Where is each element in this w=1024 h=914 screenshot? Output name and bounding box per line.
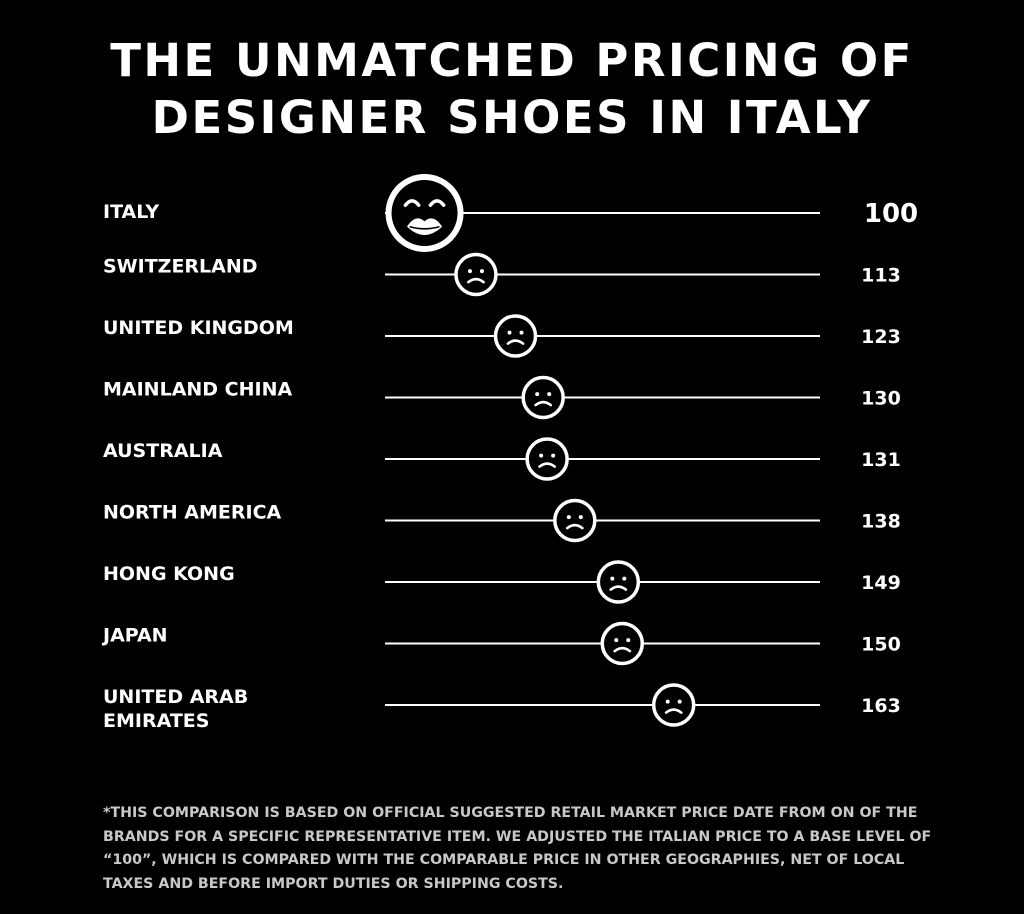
data-label: 130 [861,388,901,410]
chart-title-line-2: DESIGNER SHOES IN ITALY [151,91,873,144]
category-label: AUSTRALIA [103,440,223,462]
chart-title: THE UNMATCHED PRICING OF DESIGNER SHOES … [0,32,1024,146]
chart-row: MAINLAND CHINA 130 [103,375,901,420]
category-label: UNITED ARAB [103,686,248,708]
kiss-face-icon [385,174,464,252]
chart-row: HONG KONG 149 [103,560,901,604]
data-label: 123 [861,326,901,348]
category-label: EMIRATES [103,710,209,732]
category-label: SWITZERLAND [103,256,258,278]
chart-title-line-1: THE UNMATCHED PRICING OF [110,34,914,87]
footnote: *THIS COMPARISON IS BASED ON OFFICIAL SU… [103,805,932,892]
chart-row: AUSTRALIA 131 [103,437,901,481]
category-label: NORTH AMERICA [103,502,282,524]
data-label: 150 [861,634,901,656]
data-label: 113 [861,265,901,287]
category-label: ITALY [103,201,159,223]
category-label: MAINLAND CHINA [103,379,292,401]
chart-row: SWITZERLAND 113 [103,252,901,297]
sad-face-icon [553,498,597,543]
category-label: HONG KONG [103,563,235,585]
sad-face-icon [454,252,498,297]
chart-row: UNITED KINGDOM 123 [103,314,901,358]
data-label: 163 [861,695,901,717]
data-label: 100 [864,199,918,229]
sad-face-icon [525,437,569,481]
category-label: UNITED KINGDOM [103,317,294,339]
chart-row: ITALY 100 [103,174,918,252]
sad-face-icon [600,621,645,666]
sad-face-icon [493,314,538,358]
sad-face-icon [596,560,641,604]
data-label: 149 [861,572,901,594]
chart-row: NORTH AMERICA 138 [103,498,901,543]
data-label: 131 [861,449,901,471]
sad-face-icon [651,683,696,727]
sad-face-icon [521,375,565,420]
category-label: JAPAN [101,625,168,647]
data-label: 138 [861,511,901,533]
chart-row: JAPAN 150 [101,621,901,666]
